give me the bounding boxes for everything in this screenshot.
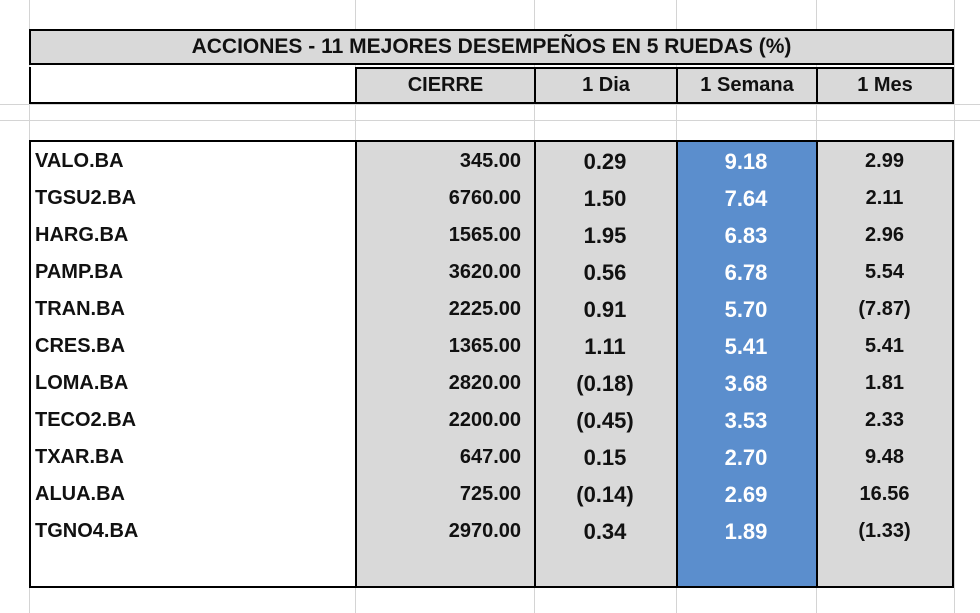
dia-column-bg bbox=[536, 142, 676, 586]
mes-cell: 5.54 bbox=[865, 261, 904, 283]
column-divider bbox=[816, 140, 818, 588]
gridline bbox=[0, 120, 980, 121]
column-divider bbox=[534, 140, 536, 588]
mes-column-bg bbox=[818, 142, 952, 586]
dia-cell: 0.15 bbox=[583, 444, 627, 470]
semana-cell: 5.70 bbox=[724, 296, 768, 322]
table-row: TXAR.BA 647.00 0.15 2.70 9.48 bbox=[31, 439, 952, 476]
table-title: ACCIONES - 11 MEJORES DESEMPEÑOS EN 5 RU… bbox=[29, 29, 954, 65]
cierre-cell: 1365.00 bbox=[448, 335, 521, 357]
cierre-cell: 6760.00 bbox=[448, 187, 521, 209]
cierre-cell: 2200.00 bbox=[448, 409, 521, 431]
header-1-mes: 1 Mes bbox=[816, 67, 954, 104]
cierre-cell: 1565.00 bbox=[448, 224, 521, 246]
table-row: HARG.BA 1565.00 1.95 6.83 2.96 bbox=[31, 217, 952, 254]
dia-cell: 0.56 bbox=[583, 259, 627, 285]
ticker-cell: TRAN.BA bbox=[35, 298, 125, 320]
cierre-cell: 2820.00 bbox=[448, 372, 521, 394]
cierre-cell: 725.00 bbox=[459, 483, 521, 505]
ticker-cell: ALUA.BA bbox=[35, 483, 125, 505]
table-row: TGNO4.BA 2970.00 0.34 1.89 (1.33) bbox=[31, 513, 952, 550]
header-blank bbox=[29, 67, 357, 104]
cierre-column-bg bbox=[357, 142, 534, 586]
semana-cell: 9.18 bbox=[724, 148, 768, 174]
semana-cell: 7.64 bbox=[724, 185, 768, 211]
semana-cell: 3.53 bbox=[724, 407, 768, 433]
mes-cell: 1.81 bbox=[865, 372, 904, 394]
mes-cell: 9.48 bbox=[865, 446, 904, 468]
semana-cell: 6.83 bbox=[724, 222, 768, 248]
table-row: ALUA.BA 725.00 (0.14) 2.69 16.56 bbox=[31, 476, 952, 513]
ticker-cell: HARG.BA bbox=[35, 224, 129, 246]
mes-cell: 2.33 bbox=[865, 409, 904, 431]
mes-cell: 2.11 bbox=[865, 187, 904, 209]
table-row: VALO.BA 345.00 0.29 9.18 2.99 bbox=[31, 143, 952, 180]
semana-cell: 1.89 bbox=[724, 518, 768, 544]
ticker-cell: TECO2.BA bbox=[35, 409, 137, 431]
gridline bbox=[0, 104, 980, 105]
cierre-cell: 2970.00 bbox=[448, 520, 521, 542]
table-row: LOMA.BA 2820.00 (0.18) 3.68 1.81 bbox=[31, 365, 952, 402]
column-divider bbox=[355, 140, 357, 588]
ticker-cell: CRES.BA bbox=[35, 335, 126, 357]
header-cierre: CIERRE bbox=[355, 67, 536, 104]
ticker-cell: LOMA.BA bbox=[35, 372, 129, 394]
cierre-cell: 3620.00 bbox=[448, 261, 521, 283]
ticker-cell: TGNO4.BA bbox=[35, 520, 139, 542]
ticker-cell: PAMP.BA bbox=[35, 261, 124, 283]
dia-cell: 0.34 bbox=[583, 518, 627, 544]
mes-cell: (1.33) bbox=[858, 520, 911, 542]
ticker-cell: TGSU2.BA bbox=[35, 187, 137, 209]
dia-cell: 1.50 bbox=[583, 185, 627, 211]
cierre-cell: 2225.00 bbox=[448, 298, 521, 320]
table-row: PAMP.BA 3620.00 0.56 6.78 5.54 bbox=[31, 254, 952, 291]
dia-cell: (0.45) bbox=[576, 407, 634, 433]
gridline bbox=[954, 0, 955, 613]
cierre-cell: 345.00 bbox=[459, 150, 521, 172]
ticker-cell: VALO.BA bbox=[35, 150, 124, 172]
semana-cell: 3.68 bbox=[724, 370, 768, 396]
dia-cell: 0.29 bbox=[583, 148, 627, 174]
mes-cell: 5.41 bbox=[865, 335, 904, 357]
table-row: TECO2.BA 2200.00 (0.45) 3.53 2.33 bbox=[31, 402, 952, 439]
mes-cell: 2.99 bbox=[865, 150, 904, 172]
dia-cell: 1.95 bbox=[583, 222, 627, 248]
cierre-cell: 647.00 bbox=[459, 446, 521, 468]
mes-cell: 2.96 bbox=[865, 224, 904, 246]
table-body-frame bbox=[29, 140, 954, 588]
semana-cell: 2.69 bbox=[724, 481, 768, 507]
dia-cell: (0.18) bbox=[576, 370, 634, 396]
column-divider bbox=[676, 140, 678, 588]
semana-cell: 5.41 bbox=[724, 333, 768, 359]
ticker-cell: TXAR.BA bbox=[35, 446, 124, 468]
dia-cell: (0.14) bbox=[576, 481, 634, 507]
semana-cell: 6.78 bbox=[724, 259, 768, 285]
table-row: CRES.BA 1365.00 1.11 5.41 5.41 bbox=[31, 328, 952, 365]
dia-cell: 0.91 bbox=[583, 296, 627, 322]
dia-cell: 1.11 bbox=[584, 333, 626, 359]
table-row: TGSU2.BA 6760.00 1.50 7.64 2.11 bbox=[31, 180, 952, 217]
header-1-dia: 1 Dia bbox=[534, 67, 678, 104]
semana-cell: 2.70 bbox=[724, 444, 768, 470]
mes-cell: (7.87) bbox=[858, 298, 911, 320]
table-row: TRAN.BA 2225.00 0.91 5.70 (7.87) bbox=[31, 291, 952, 328]
mes-cell: 16.56 bbox=[859, 483, 910, 505]
header-1-semana: 1 Semana bbox=[676, 67, 818, 104]
semana-column-highlight bbox=[678, 142, 816, 586]
